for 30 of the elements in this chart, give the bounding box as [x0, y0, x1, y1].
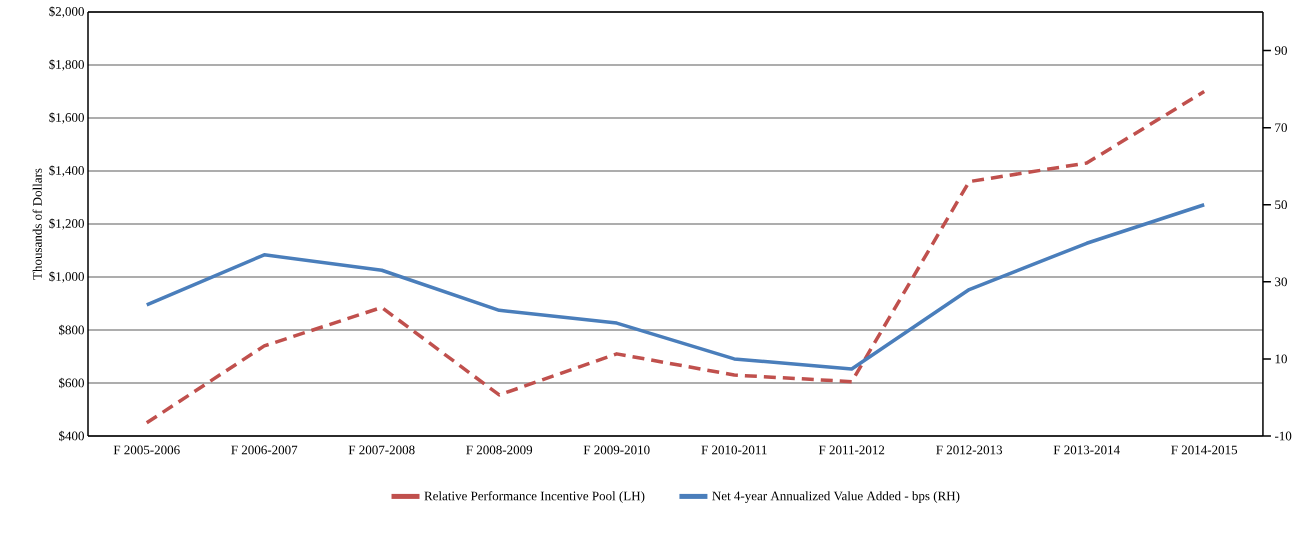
legend-label: Net 4-year Annualized Value Added - bps (RH) — [712, 491, 960, 503]
y2-tick-label: 70 — [1275, 123, 1287, 133]
y-tick-label: $1,000 — [49, 271, 84, 283]
y-tick-label: $1,200 — [49, 218, 84, 230]
y-tick-label: $2,000 — [49, 6, 84, 18]
legend-label: Relative Performance Incentive Pool (LH) — [424, 491, 645, 503]
line-series — [145, 89, 1206, 425]
x-tick-label: F 2006-2007 — [231, 445, 298, 455]
y2-tick-label: 50 — [1275, 200, 1287, 210]
y2-tick-label: 10 — [1275, 354, 1287, 364]
x-tick-label: F 2014-2015 — [1171, 445, 1238, 455]
y-axis-title: Thousands of Dollars — [32, 168, 42, 280]
y2-tick-label: -10 — [1274, 431, 1292, 441]
line-series — [145, 202, 1206, 371]
x-tick-label: F 2013-2014 — [1053, 445, 1120, 455]
y-tick-label: $1,400 — [49, 165, 84, 177]
y-tick-label: $800 — [59, 324, 84, 336]
x-tick-label: F 2011-2012 — [818, 445, 885, 455]
x-tick-label: F 2009-2010 — [583, 445, 650, 455]
x-tick-label: F 2005-2006 — [113, 445, 180, 455]
y-tick-label: $400 — [59, 430, 84, 442]
y2-tick-label: 30 — [1275, 277, 1287, 287]
x-tick-label: F 2012-2013 — [936, 445, 1003, 455]
y-tick-label: $600 — [59, 377, 84, 389]
x-tick-label: F 2010-2011 — [701, 445, 767, 455]
y2-tick-label: 90 — [1274, 46, 1287, 55]
x-tick-label: F 2008-2009 — [466, 445, 533, 455]
y-tick-label: $1,600 — [49, 112, 84, 124]
x-tick-label: F 2007-2008 — [348, 445, 415, 455]
y-tick-label: $1,800 — [49, 59, 84, 71]
